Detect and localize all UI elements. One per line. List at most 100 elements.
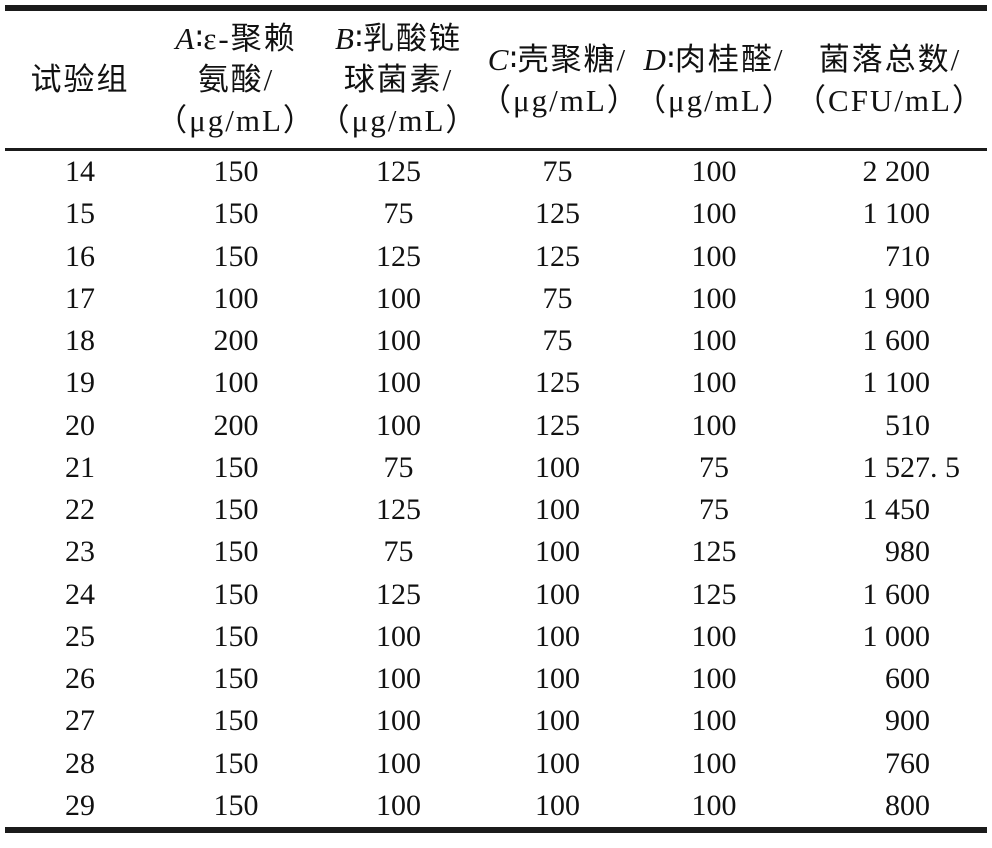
cell-group: 15 xyxy=(65,197,95,231)
header-a-line1: A∶ε-聚赖 xyxy=(155,18,317,59)
cell-total: 600 xyxy=(885,662,930,696)
table-row: 26 150 100 100 100 600 xyxy=(5,658,987,700)
cell-total: 1 100 xyxy=(862,197,931,231)
header-c-name1: 壳聚糖/ xyxy=(517,41,628,77)
cell-total: 1 527. 5 xyxy=(862,450,961,484)
cell-d: 100 xyxy=(691,281,737,315)
cell-b: 100 xyxy=(376,281,421,315)
table-row: 19 100 100 125 100 1 100 xyxy=(5,362,987,404)
cell-d: 100 xyxy=(691,197,737,231)
cell-a: 150 xyxy=(213,535,259,569)
cell-total: 900 xyxy=(885,704,930,738)
col-header-total: 菌落总数/ （CFU/mL） xyxy=(793,8,987,151)
cell-a: 200 xyxy=(213,408,259,442)
cell-group: 17 xyxy=(65,281,95,315)
table-row: 14 150 125 75 100 2 200 xyxy=(5,150,987,194)
cell-group: 27 xyxy=(65,704,95,738)
cell-c: 100 xyxy=(535,493,580,527)
cell-d: 125 xyxy=(691,577,737,611)
cell-b: 100 xyxy=(376,788,421,822)
header-d-line1: D∶肉桂醛/ xyxy=(635,39,793,80)
cell-b: 100 xyxy=(376,662,421,696)
header-total-unit: （CFU/mL） xyxy=(795,82,985,118)
cell-d: 100 xyxy=(691,704,737,738)
cell-a: 150 xyxy=(213,619,259,653)
table-row: 27 150 100 100 100 900 xyxy=(5,700,987,742)
cell-c: 100 xyxy=(535,535,580,569)
header-a-name2: 氨酸/ xyxy=(197,62,275,97)
cell-c: 100 xyxy=(535,746,580,780)
table-row: 16 150 125 125 100 710 xyxy=(5,236,987,278)
cell-group: 20 xyxy=(65,408,95,442)
variable-letter-b: B xyxy=(334,21,354,56)
cell-b: 75 xyxy=(383,197,414,231)
colon-glyph: ∶ xyxy=(195,21,204,56)
cell-c: 125 xyxy=(535,408,580,442)
col-header-b: B∶乳酸链 球菌素/ （μg/mL） xyxy=(317,8,480,151)
cell-b: 75 xyxy=(383,450,414,484)
cell-d: 100 xyxy=(691,324,737,358)
cell-d: 100 xyxy=(691,788,737,822)
table-header: 试验组 A∶ε-聚赖 氨酸/ （μg/mL） B∶乳酸链 球菌素/ （μg/mL… xyxy=(5,8,987,151)
cell-d: 100 xyxy=(691,746,737,780)
cell-a: 150 xyxy=(213,239,259,273)
cell-d: 125 xyxy=(691,535,737,569)
table-row: 24 150 125 100 125 1 600 xyxy=(5,574,987,616)
cell-a: 150 xyxy=(213,662,259,696)
cell-a: 150 xyxy=(213,577,259,611)
cell-group: 22 xyxy=(65,493,95,527)
colon-glyph: ∶ xyxy=(509,41,518,77)
cell-d: 100 xyxy=(691,662,737,696)
header-c-line1: C∶壳聚糖/ xyxy=(480,39,635,80)
cell-b: 100 xyxy=(376,366,421,400)
cell-group: 19 xyxy=(65,366,95,400)
cell-group: 21 xyxy=(65,450,95,484)
cell-c: 75 xyxy=(542,155,573,189)
table-row: 28 150 100 100 100 760 xyxy=(5,743,987,785)
header-b-line1: B∶乳酸链 xyxy=(317,18,480,59)
cell-c: 125 xyxy=(535,239,580,273)
cell-a: 150 xyxy=(213,450,259,484)
header-c-unit: （μg/mL） xyxy=(480,82,640,118)
table-row: 23 150 75 100 125 980 xyxy=(5,531,987,573)
variable-letter-a: A xyxy=(175,21,195,56)
header-group-label: 试验组 xyxy=(30,62,130,97)
col-header-c: C∶壳聚糖/ （μg/mL） xyxy=(480,8,640,151)
cell-total: 1 600 xyxy=(862,324,931,358)
header-d-unit: （μg/mL） xyxy=(635,82,795,118)
cell-a: 150 xyxy=(213,155,259,189)
variable-letter-c: C xyxy=(487,41,509,77)
table-row: 21 150 75 100 75 1 527. 5 xyxy=(5,447,987,489)
cell-total: 1 600 xyxy=(862,577,931,611)
table-row: 15 150 75 125 100 1 100 xyxy=(5,193,987,235)
table-row: 25 150 100 100 100 1 000 xyxy=(5,616,987,658)
cell-b: 100 xyxy=(376,746,421,780)
cell-a: 150 xyxy=(213,746,259,780)
cell-total: 980 xyxy=(885,535,930,569)
cell-group: 18 xyxy=(65,324,95,358)
cell-b: 125 xyxy=(376,493,421,527)
cell-c: 75 xyxy=(542,324,573,358)
cell-d: 100 xyxy=(691,408,737,442)
cell-group: 25 xyxy=(65,619,95,653)
cell-group: 29 xyxy=(65,788,95,822)
cell-c: 100 xyxy=(535,788,580,822)
cell-b: 125 xyxy=(376,239,421,273)
cell-total: 710 xyxy=(885,239,930,273)
cell-d: 100 xyxy=(691,239,737,273)
header-d-name1: 肉桂醛/ xyxy=(674,41,785,77)
cell-a: 150 xyxy=(213,493,259,527)
cell-total: 1 100 xyxy=(862,366,931,400)
cell-b: 75 xyxy=(383,535,414,569)
cell-c: 125 xyxy=(535,366,580,400)
cell-d: 100 xyxy=(691,619,737,653)
cell-total: 760 xyxy=(885,746,930,780)
cell-b: 125 xyxy=(376,155,421,189)
table-row: 29 150 100 100 100 800 xyxy=(5,785,987,830)
cell-group: 23 xyxy=(65,535,95,569)
cell-group: 24 xyxy=(65,577,95,611)
header-total-name: 菌落总数/ xyxy=(818,41,962,77)
cell-a: 100 xyxy=(213,281,259,315)
cell-c: 100 xyxy=(535,450,580,484)
